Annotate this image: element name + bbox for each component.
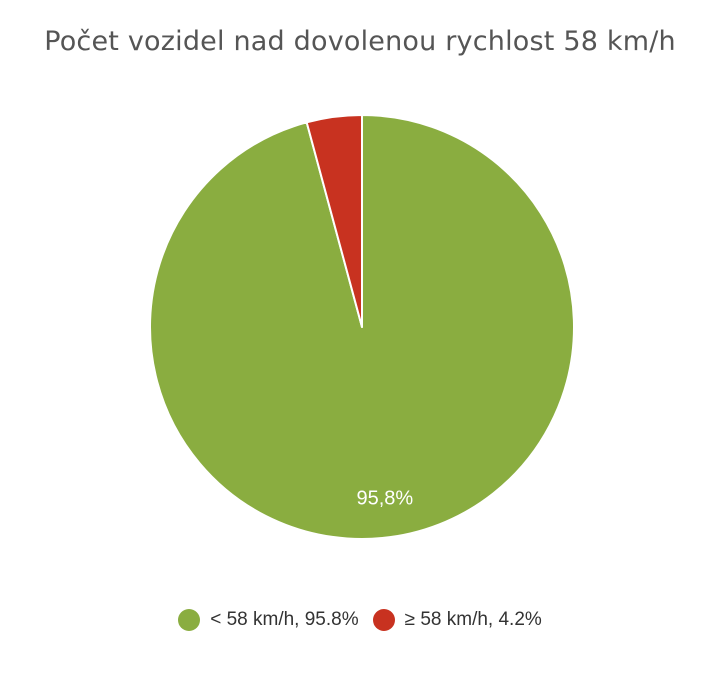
legend: < 58 km/h, 95.8% ≥ 58 km/h, 4.2%: [0, 609, 720, 631]
pie-label-below-limit: 95,8%: [357, 488, 414, 510]
legend-swatch-below-limit: [178, 609, 201, 631]
legend-label-above-limit: ≥ 58 km/h, 4.2%: [404, 609, 542, 630]
legend-item-above-limit[interactable]: ≥ 58 km/h, 4.2%: [372, 609, 542, 631]
chart-title: Počet vozidel nad dovolenou rychlost 58 …: [44, 26, 676, 57]
pie-labels: 95,8%: [357, 488, 414, 510]
legend-item-below-limit[interactable]: < 58 km/h, 95.8%: [178, 609, 359, 631]
pie-slices: [149, 114, 575, 540]
legend-swatch-above-limit: [372, 609, 395, 631]
legend-label-below-limit: < 58 km/h, 95.8%: [210, 609, 359, 630]
pie-slice-above-limit[interactable]: [305, 114, 363, 328]
